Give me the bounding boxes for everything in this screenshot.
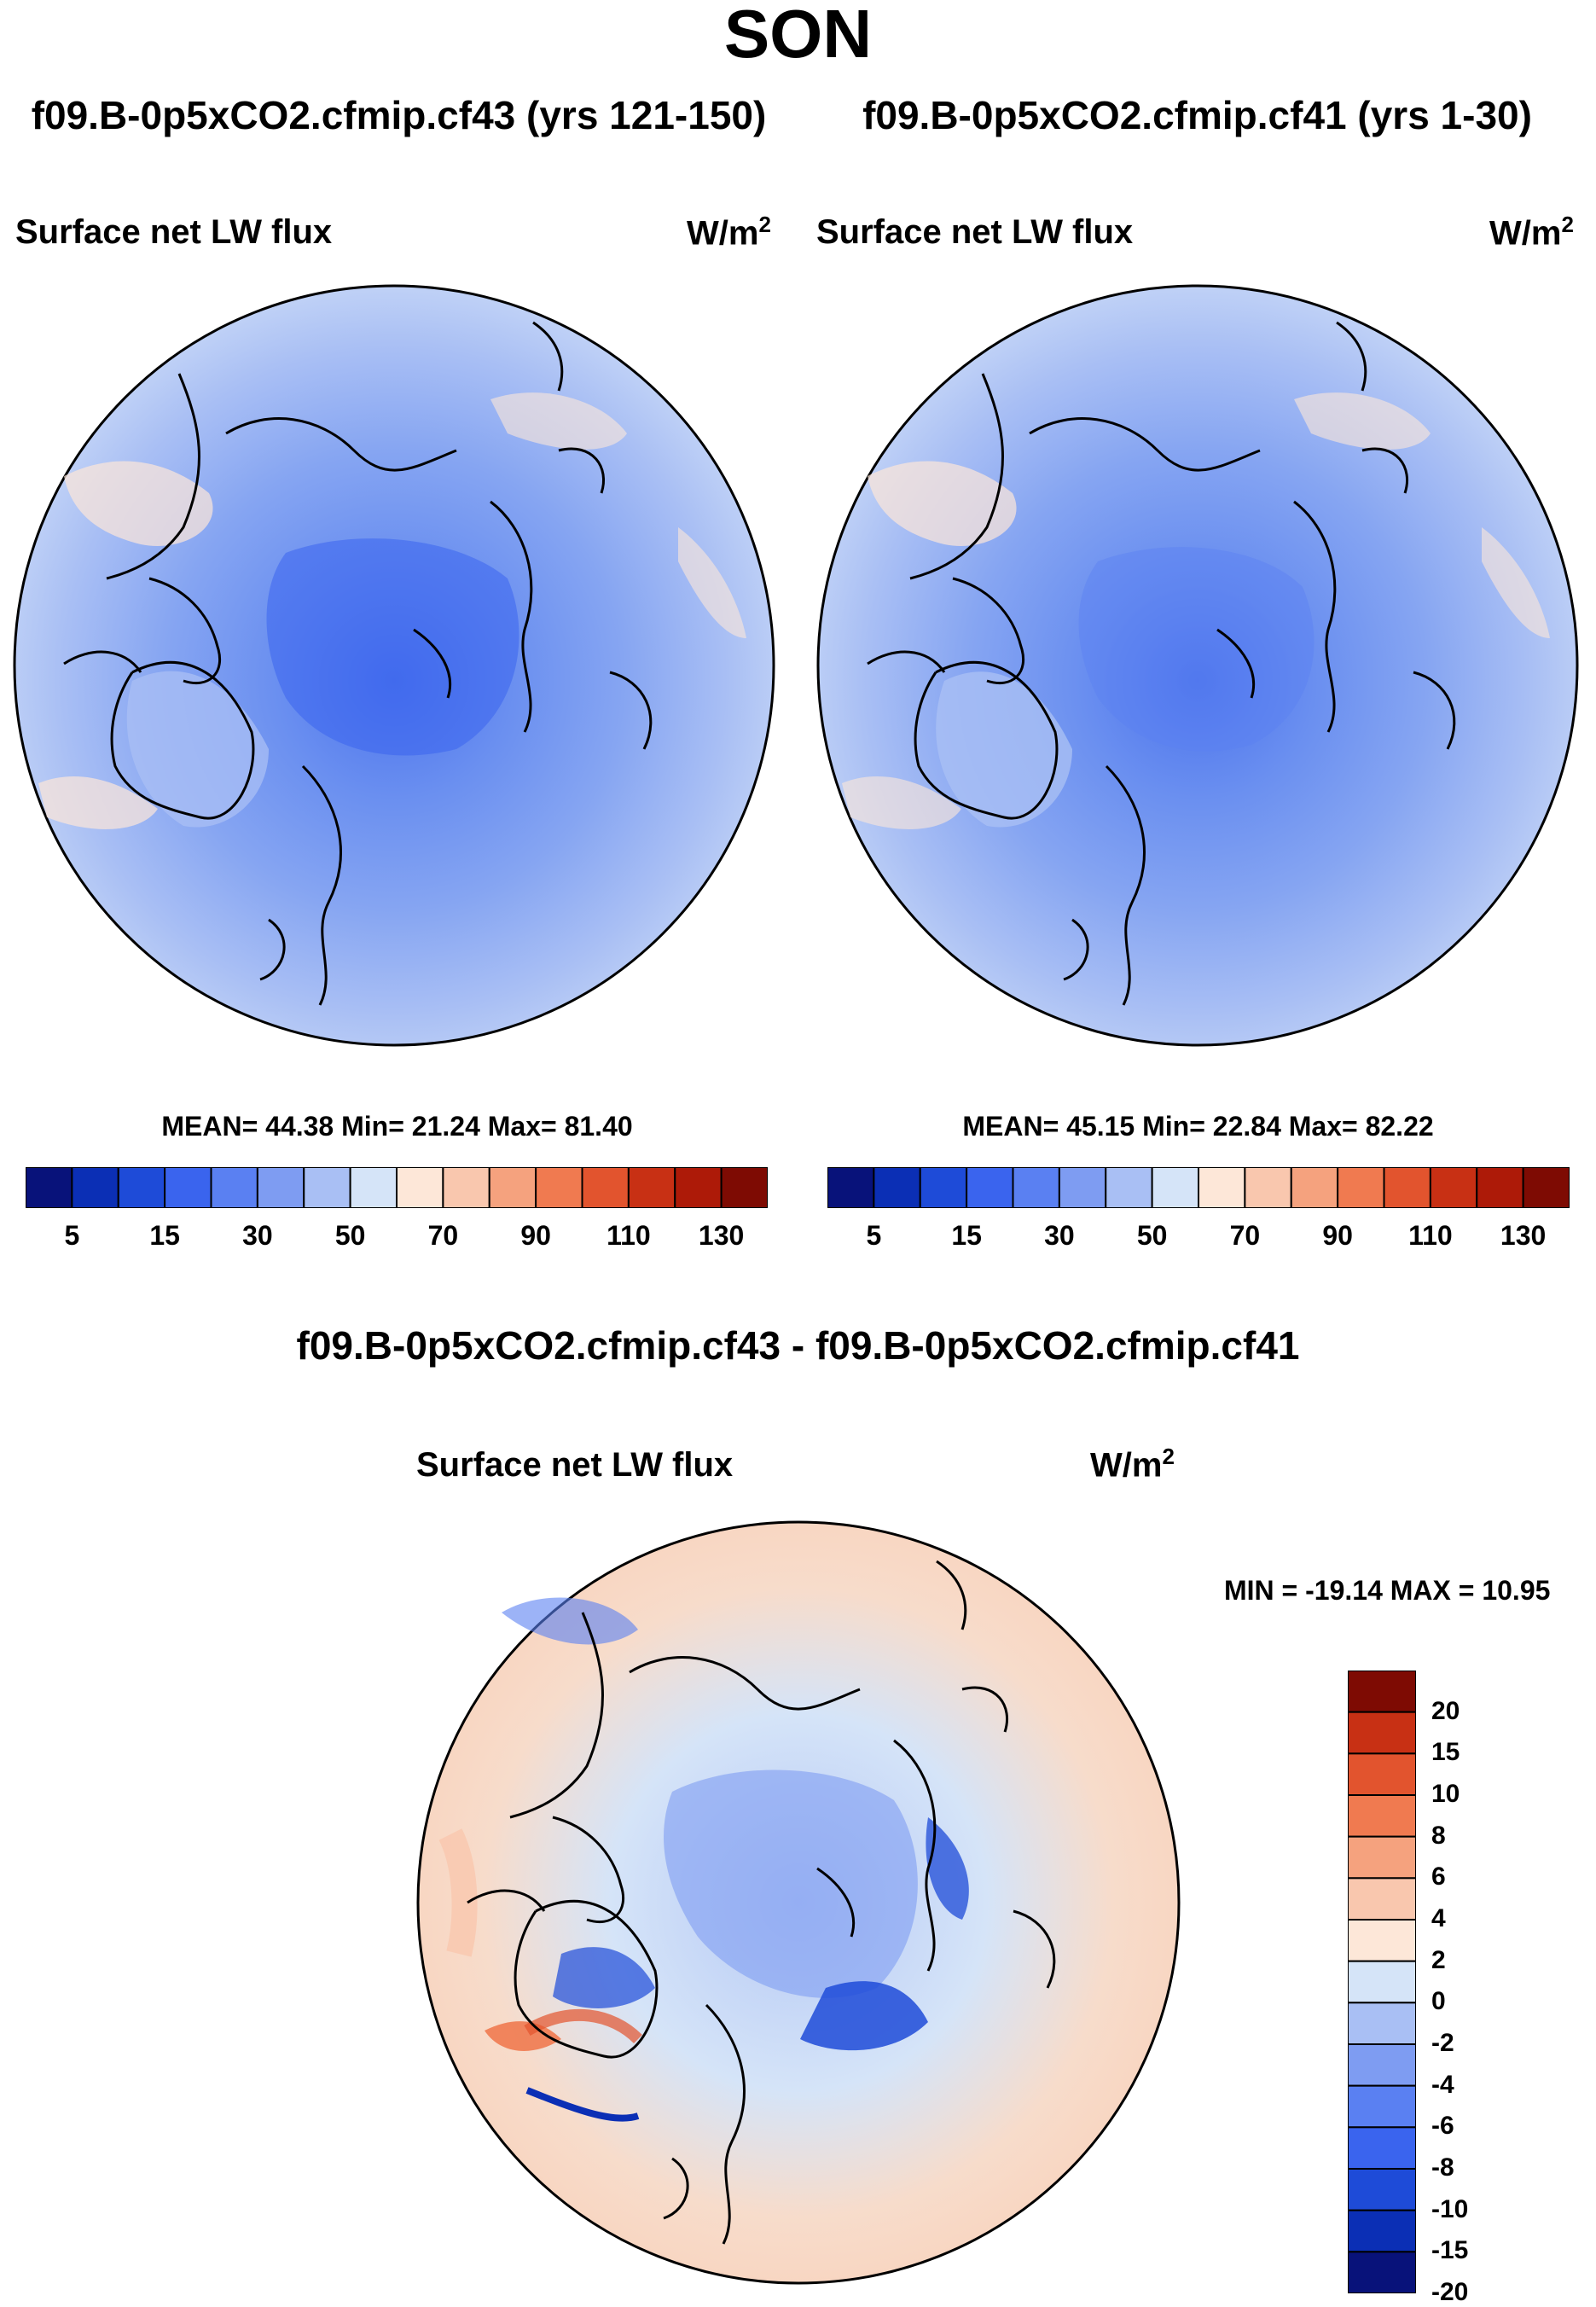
colorbar-swatch bbox=[1348, 1671, 1416, 1713]
colorbar-swatch bbox=[1348, 1752, 1416, 1797]
colorbar-swatch bbox=[1348, 2084, 1416, 2129]
right-panel-title: f09.B-0p5xCO2.cfmip.cf41 (yrs 1-30) bbox=[862, 93, 1532, 137]
bottom-variable-label: Surface net LW flux bbox=[416, 1446, 734, 1484]
right-stats: MEAN= 45.15 Min= 22.84 Max= 82.22 bbox=[962, 1111, 1434, 1142]
colorbar-swatch bbox=[1348, 2043, 1416, 2087]
colorbar-tick-label: 30 bbox=[1044, 1220, 1075, 1251]
colorbar-tick-label: -15 bbox=[1431, 2236, 1469, 2265]
colorbar-tick-label: 130 bbox=[698, 1220, 745, 1251]
colorbar-swatch bbox=[1337, 1167, 1385, 1208]
colorbar-swatch bbox=[164, 1167, 212, 1208]
colorbar-swatch bbox=[442, 1167, 490, 1208]
colorbar-tick-label: -4 bbox=[1431, 2070, 1454, 2099]
colorbar-tick-label: 5 bbox=[64, 1220, 80, 1251]
colorbar-swatch bbox=[966, 1167, 1014, 1208]
left-variable-label: Surface net LW flux bbox=[15, 213, 333, 251]
colorbar-swatch bbox=[1348, 1960, 1416, 2004]
right-polar-map bbox=[816, 284, 1579, 1047]
colorbar-swatch bbox=[1476, 1167, 1524, 1208]
colorbar-tick-label: 5 bbox=[866, 1220, 882, 1251]
colorbar-tick-label: 70 bbox=[1229, 1220, 1261, 1251]
colorbar-tick-label: 20 bbox=[1431, 1696, 1460, 1725]
colorbar-tick-label: -20 bbox=[1431, 2278, 1469, 2306]
colorbar-tick-label: 30 bbox=[242, 1220, 273, 1251]
colorbar-swatch bbox=[303, 1167, 351, 1208]
colorbar-swatch bbox=[1348, 2002, 1416, 2046]
colorbar-swatch bbox=[1348, 1711, 1416, 1755]
right-colorbar bbox=[827, 1167, 1570, 1208]
right-variable-label: Surface net LW flux bbox=[816, 213, 1134, 251]
colorbar-swatch bbox=[581, 1167, 630, 1208]
bottom-units-label: W/m2 bbox=[1090, 1444, 1175, 1485]
colorbar-tick-label: 90 bbox=[1322, 1220, 1353, 1251]
left-polar-map bbox=[13, 284, 775, 1047]
colorbar-swatch bbox=[396, 1167, 444, 1208]
colorbar-tick-label: -10 bbox=[1431, 2194, 1469, 2223]
colorbar-tick-label: 50 bbox=[334, 1220, 366, 1251]
colorbar-swatch bbox=[1383, 1167, 1431, 1208]
colorbar-swatch bbox=[1429, 1167, 1478, 1208]
colorbar-swatch bbox=[1058, 1167, 1107, 1208]
colorbar-swatch bbox=[26, 1167, 73, 1208]
colorbar-swatch bbox=[1348, 2168, 1416, 2211]
left-panel-title: f09.B-0p5xCO2.cfmip.cf43 (yrs 121-150) bbox=[31, 93, 767, 137]
colorbar-swatch bbox=[210, 1167, 258, 1208]
colorbar-tick-label: 2 bbox=[1431, 1945, 1446, 1974]
colorbar-tick-label: 110 bbox=[1408, 1220, 1453, 1251]
left-stats: MEAN= 44.38 Min= 21.24 Max= 81.40 bbox=[161, 1111, 633, 1142]
colorbar-swatch bbox=[1198, 1167, 1246, 1208]
colorbar-tick-label: 8 bbox=[1431, 1821, 1446, 1850]
left-units-label: W/m2 bbox=[687, 212, 771, 253]
colorbar-tick-label: 130 bbox=[1500, 1220, 1547, 1251]
colorbar-swatch bbox=[627, 1167, 676, 1208]
colorbar-tick-label: 6 bbox=[1431, 1862, 1446, 1892]
colorbar-tick-label: 0 bbox=[1431, 1987, 1446, 2016]
colorbar-swatch bbox=[256, 1167, 305, 1208]
colorbar-swatch bbox=[349, 1167, 398, 1208]
colorbar-swatch bbox=[827, 1167, 875, 1208]
colorbar-swatch bbox=[1244, 1167, 1292, 1208]
colorbar-swatch bbox=[488, 1167, 537, 1208]
colorbar-tick-label: 15 bbox=[149, 1220, 180, 1251]
colorbar-swatch bbox=[535, 1167, 583, 1208]
colorbar-swatch bbox=[1012, 1167, 1060, 1208]
colorbar-swatch bbox=[1348, 2251, 1416, 2293]
colorbar-tick-label: -6 bbox=[1431, 2112, 1454, 2141]
colorbar-swatch bbox=[1348, 1835, 1416, 1880]
colorbar-tick-label: 4 bbox=[1431, 1904, 1446, 1932]
colorbar-tick-label: 10 bbox=[1431, 1780, 1460, 1808]
colorbar-swatch bbox=[71, 1167, 119, 1208]
colorbar-swatch bbox=[1348, 1877, 1416, 1921]
colorbar-tick-label: 110 bbox=[606, 1220, 651, 1251]
difference-title: f09.B-0p5xCO2.cfmip.cf43 - f09.B-0p5xCO2… bbox=[296, 1323, 1300, 1368]
colorbar-swatch bbox=[1348, 2209, 1416, 2253]
colorbar-swatch bbox=[873, 1167, 921, 1208]
bottom-stats: MIN = -19.14 MAX = 10.95 bbox=[1224, 1575, 1551, 1606]
colorbar-tick-label: 15 bbox=[951, 1220, 982, 1251]
season-title: SON bbox=[723, 0, 873, 72]
colorbar-tick-label: 15 bbox=[1431, 1738, 1460, 1767]
colorbar-tick-label: -8 bbox=[1431, 2153, 1454, 2182]
difference-colorbar bbox=[1348, 1671, 1416, 2293]
colorbar-swatch bbox=[674, 1167, 723, 1208]
colorbar-swatch bbox=[1105, 1167, 1153, 1208]
colorbar-swatch bbox=[1348, 1794, 1416, 1838]
colorbar-swatch bbox=[1151, 1167, 1199, 1208]
colorbar-swatch bbox=[919, 1167, 968, 1208]
left-colorbar bbox=[26, 1167, 768, 1208]
colorbar-swatch bbox=[1522, 1167, 1570, 1208]
colorbar-tick-label: 50 bbox=[1136, 1220, 1168, 1251]
right-units-label: W/m2 bbox=[1489, 212, 1574, 253]
colorbar-tick-label: 70 bbox=[427, 1220, 459, 1251]
colorbar-swatch bbox=[117, 1167, 166, 1208]
colorbar-swatch bbox=[720, 1167, 768, 1208]
colorbar-tick-label: 90 bbox=[520, 1220, 551, 1251]
colorbar-swatch bbox=[1348, 2126, 1416, 2170]
colorbar-tick-label: -2 bbox=[1431, 2029, 1454, 2057]
difference-polar-map bbox=[416, 1520, 1181, 2285]
colorbar-swatch bbox=[1290, 1167, 1339, 1208]
colorbar-swatch bbox=[1348, 1919, 1416, 1962]
